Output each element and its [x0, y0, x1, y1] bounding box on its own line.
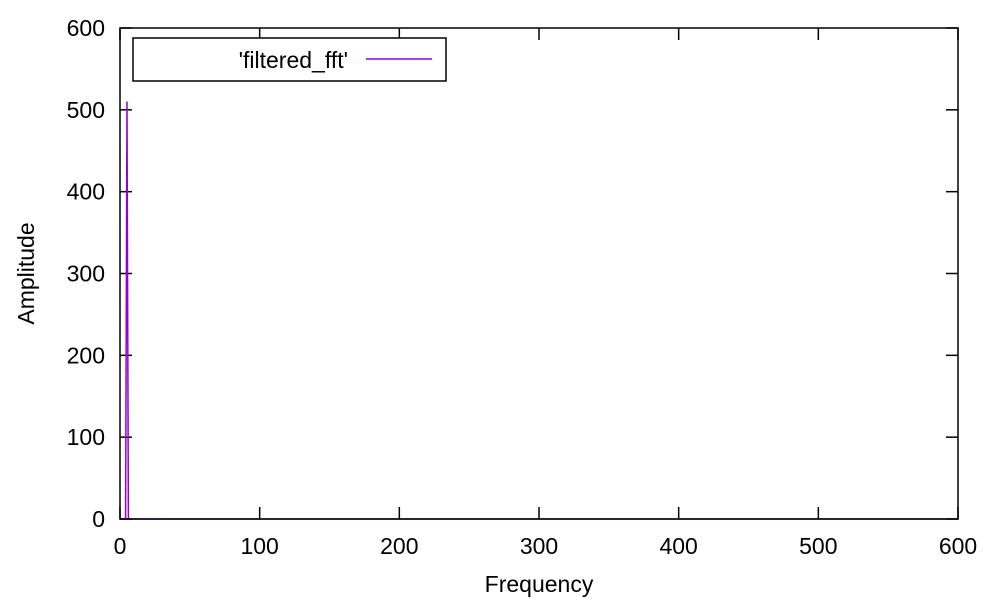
y-tick-label: 0 [92, 506, 105, 532]
ticks-layer [119, 27, 959, 520]
y-axis-title: Amplitude [13, 222, 39, 324]
y-tick-label: 300 [67, 261, 105, 287]
x-axis-title: Frequency [485, 571, 594, 597]
x-tick-label: 0 [114, 533, 127, 559]
x-tick-label: 400 [659, 533, 697, 559]
x-tick-label: 100 [240, 533, 278, 559]
x-tick-label: 600 [939, 533, 977, 559]
tick-labels-layer: 0 100 200 300 400 500 600 0 100 200 300 400 500 600 [67, 15, 978, 559]
legend: 'filtered_fft' [132, 37, 447, 82]
y-tick-label: 600 [67, 15, 105, 41]
y-tick-label: 100 [67, 424, 105, 450]
x-tick-label: 300 [520, 533, 558, 559]
x-tick-label: 200 [380, 533, 418, 559]
y-tick-label: 500 [67, 97, 105, 123]
series-layer [120, 101, 958, 520]
x-tick-label: 500 [799, 533, 837, 559]
plot-frame [119, 27, 959, 520]
y-tick-label: 400 [67, 179, 105, 205]
series-line [120, 101, 958, 520]
legend-label: 'filtered_fft' [239, 47, 348, 73]
y-tick-label: 200 [67, 342, 105, 368]
